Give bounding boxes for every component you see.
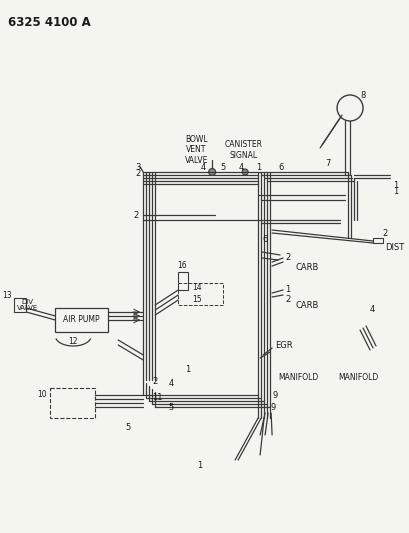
Text: CANISTER
SIGNAL: CANISTER SIGNAL: [224, 140, 261, 160]
Text: 5: 5: [125, 423, 130, 432]
Text: 15: 15: [192, 295, 201, 304]
Bar: [178, 272, 188, 290]
Bar: [55, 308, 108, 332]
Text: 3: 3: [135, 163, 140, 172]
Text: 4: 4: [200, 163, 205, 172]
Text: 13: 13: [3, 292, 12, 301]
Text: 2: 2: [135, 168, 140, 177]
Text: 2: 2: [381, 230, 387, 238]
Text: 16: 16: [177, 261, 187, 270]
Bar: [372, 238, 382, 243]
Text: 2: 2: [152, 376, 157, 385]
Text: 1: 1: [392, 188, 397, 197]
Bar: [178, 283, 222, 305]
Text: 2: 2: [284, 295, 290, 304]
Text: DIST: DIST: [384, 244, 403, 253]
Text: 9: 9: [272, 391, 276, 400]
Text: 1: 1: [256, 163, 261, 172]
Text: 8: 8: [359, 92, 364, 101]
Text: AIR PUMP: AIR PUMP: [63, 316, 99, 325]
Text: 2: 2: [284, 254, 290, 262]
Text: 10: 10: [38, 390, 47, 399]
Text: 11: 11: [152, 392, 162, 401]
Bar: [50, 388, 95, 418]
Text: BOWL
VENT
VALVE: BOWL VENT VALVE: [184, 135, 207, 165]
Text: 7: 7: [325, 158, 330, 167]
Text: 1: 1: [392, 181, 397, 190]
Text: 14: 14: [192, 284, 201, 293]
Text: 4: 4: [238, 163, 243, 172]
Text: CARB: CARB: [294, 263, 318, 272]
Text: 12: 12: [68, 337, 78, 346]
Text: 6: 6: [277, 164, 283, 173]
Text: 5: 5: [220, 163, 225, 172]
Bar: [14, 298, 26, 312]
Text: DIV
VALVE: DIV VALVE: [17, 298, 38, 311]
Text: MANIFOLD: MANIFOLD: [277, 374, 317, 383]
Circle shape: [208, 168, 215, 175]
Text: MANIFOLD: MANIFOLD: [337, 374, 378, 383]
Text: 1: 1: [197, 461, 202, 470]
Text: EGR: EGR: [274, 341, 292, 350]
Text: 1: 1: [185, 366, 190, 375]
Circle shape: [242, 169, 247, 175]
Text: 2: 2: [133, 211, 138, 220]
Text: 1: 1: [284, 286, 290, 295]
Text: 6325 4100 A: 6325 4100 A: [8, 16, 91, 29]
Text: 5: 5: [168, 402, 173, 411]
Text: 4: 4: [168, 379, 173, 389]
Text: 9: 9: [270, 403, 275, 413]
Text: 4: 4: [369, 305, 374, 314]
Text: 6: 6: [261, 236, 267, 245]
Text: CARB: CARB: [294, 301, 318, 310]
